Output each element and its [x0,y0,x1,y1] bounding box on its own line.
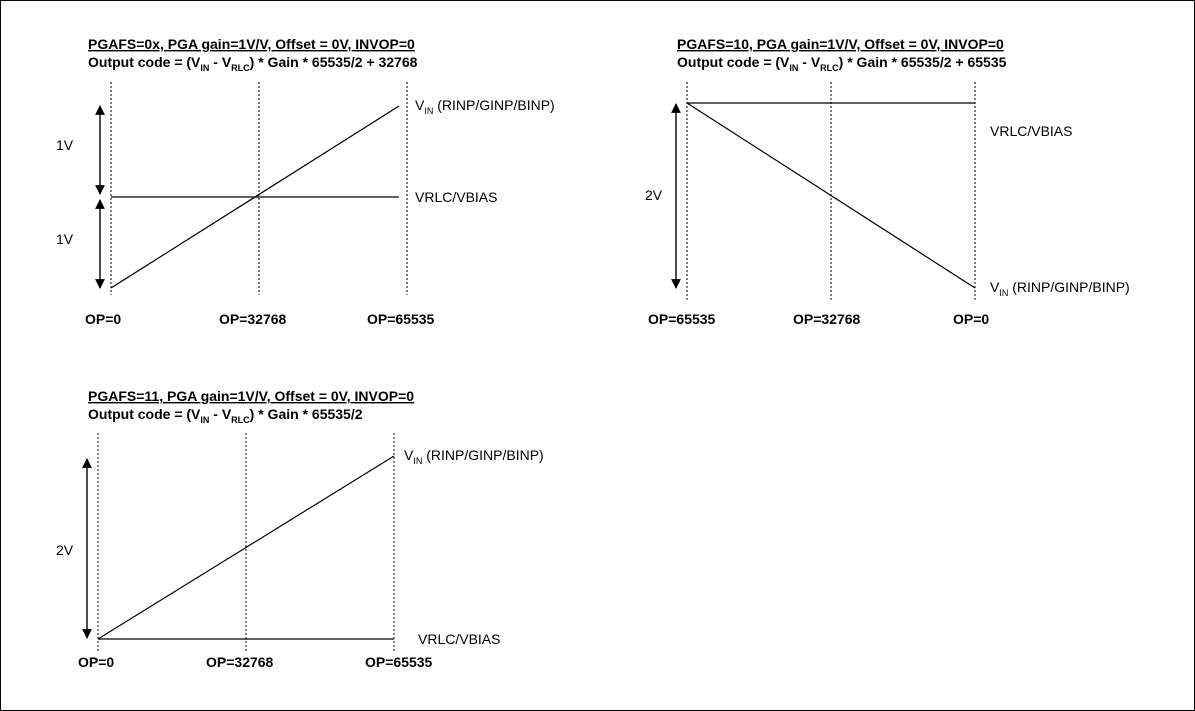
diagram-2-arrow-label: 2V [645,187,663,203]
diagram-3-formula: Output code = (VIN - VRLC) * Gain * 6553… [88,406,363,425]
diagram-3-axis-label-right: OP=65535 [365,654,433,670]
diagram-2-formula: Output code = (VIN - VRLC) * Gain * 6553… [677,54,1007,73]
diagram-3-vin-line [97,455,395,640]
diagram-3-title: PGAFS=11, PGA gain=1V/V, Offset = 0V, IN… [88,388,414,404]
diagram-1-formula: Output code = (VIN - VRLC) * Gain * 6553… [88,54,418,73]
diagram-3-axis-label-mid: OP=32768 [206,654,274,670]
diagram-1-arrow-label-lower: 1V [56,231,74,247]
diagram-1-axis-label-mid: OP=32768 [219,311,287,327]
diagram-2-axis-label-right: OP=0 [953,311,989,327]
diagram-1-arrow-label-upper: 1V [56,137,74,153]
diagram-pgafs-0x: PGAFS=0x, PGA gain=1V/V, Offset = 0V, IN… [56,36,555,327]
diagram-2-vin-line [686,102,976,289]
diagram-3-axis-label-left: OP=0 [78,654,114,670]
diagram-1-title: PGAFS=0x, PGA gain=1V/V, Offset = 0V, IN… [88,36,415,52]
diagram-2-axis-label-mid: OP=32768 [793,311,861,327]
diagram-1-axis-label-left: OP=0 [85,311,121,327]
diagram-1-ref-label: VRLC/VBIAS [415,189,497,205]
diagram-2-ref-label: VRLC/VBIAS [990,123,1072,139]
diagram-1-axis-label-right: OP=65535 [367,311,435,327]
diagram-2-vin-label: VIN (RINP/GINP/BINP) [990,279,1130,298]
diagram-3-ref-label: VRLC/VBIAS [418,631,500,647]
diagram-3-arrow-label: 2V [56,542,74,558]
diagram-pgafs-11: PGAFS=11, PGA gain=1V/V, Offset = 0V, IN… [56,388,544,670]
diagram-2-axis-label-left: OP=65535 [648,311,716,327]
diagram-3-vin-label: VIN (RINP/GINP/BINP) [404,447,544,466]
diagram-pgafs-10: PGAFS=10, PGA gain=1V/V, Offset = 0V, IN… [645,36,1130,327]
diagram-2-title: PGAFS=10, PGA gain=1V/V, Offset = 0V, IN… [677,36,1004,52]
diagram-1-vin-label: VIN (RINP/GINP/BINP) [415,97,555,116]
